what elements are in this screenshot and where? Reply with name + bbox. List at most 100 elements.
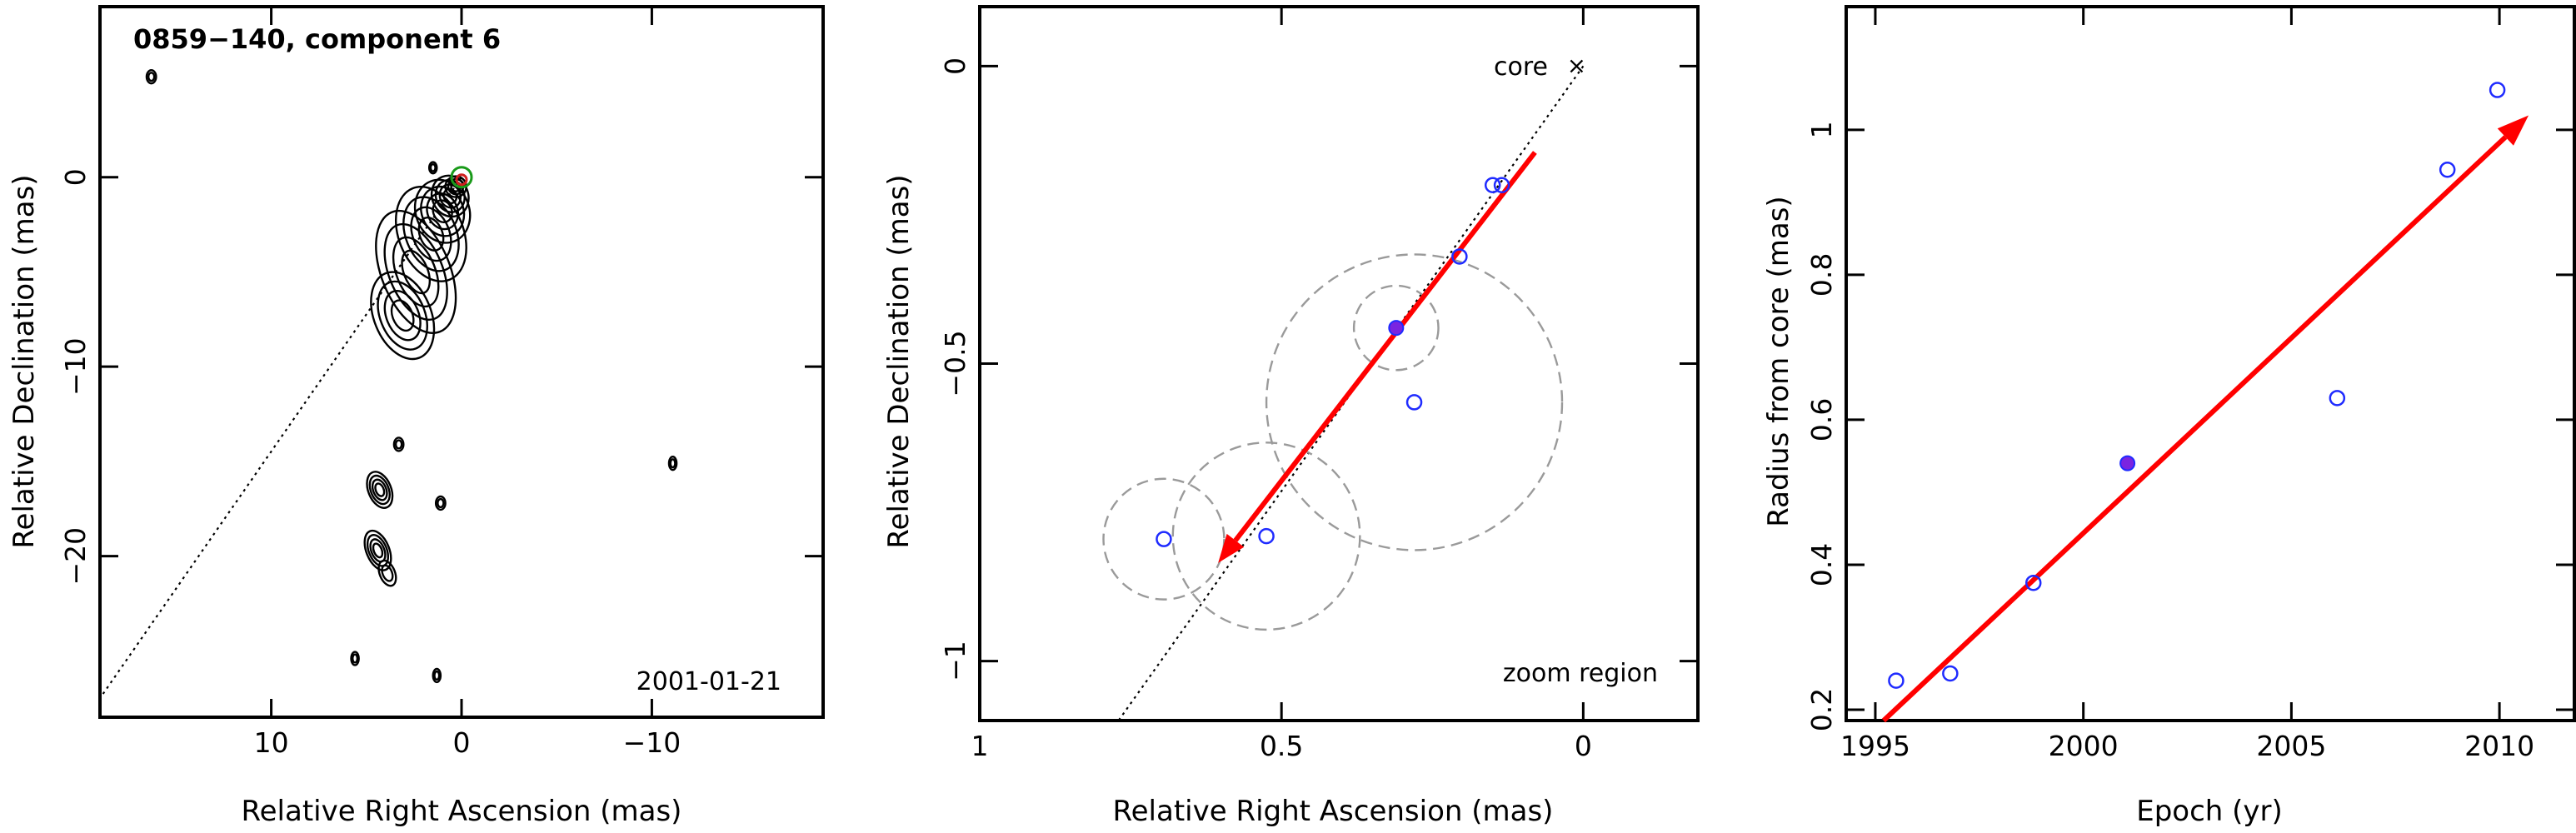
panel-1-plot xyxy=(99,69,678,699)
panel-1-ticks: 10 0 −10 0 −10 −20 xyxy=(59,7,823,759)
panel-2-core-label: core xyxy=(1494,52,1548,82)
panel-1-title: 0859−140, component 6 xyxy=(133,23,501,55)
panel-radius-vs-epoch: 1995 2000 2005 2010 0.2 0.4 0.6 0.8 1 Epoch (yr)… xyxy=(1762,5,2576,828)
contour-line xyxy=(437,497,445,509)
contour-line xyxy=(371,478,388,501)
panel-2-ytick-label: −0.5 xyxy=(939,330,971,397)
panel-1-xlabel: Relative Right Ascension (mas) xyxy=(242,795,682,828)
panel-1-ylabel: Relative Declination (mas) xyxy=(7,174,41,548)
panel-3-ticks: 1995 2000 2005 2010 0.2 0.4 0.6 0.8 1 xyxy=(1805,7,2574,762)
contour-line xyxy=(374,482,386,497)
panel-2-xtick-label: 0.5 xyxy=(1260,730,1303,762)
panel-1-xtick-label: 0 xyxy=(453,726,471,759)
contour-line xyxy=(372,542,384,559)
panel-1-ytick-label: −20 xyxy=(59,527,92,586)
panel-zoom-region: 1 0.5 0 0 −0.5 −1 core zoom region Relative R… xyxy=(882,5,1700,828)
contour-line xyxy=(352,653,359,664)
radius-point xyxy=(2329,390,2346,407)
contour-line xyxy=(147,72,156,82)
error-circle xyxy=(1265,253,1564,551)
component-marker xyxy=(450,166,473,189)
panel-3-ytick-label: 1 xyxy=(1805,121,1838,138)
fit-line xyxy=(1881,135,2508,723)
panel-2-xlabel: Relative Right Ascension (mas) xyxy=(1113,795,1554,828)
contour-line xyxy=(432,667,442,684)
panel-3-ylabel: Radius from core (mas) xyxy=(1762,196,1795,526)
fit-arrowhead xyxy=(2497,115,2529,146)
position-point xyxy=(1484,177,1501,193)
panel-3-xtick-label: 2005 xyxy=(2256,730,2326,762)
contour-line xyxy=(350,651,360,666)
panel-3-xtick-label: 1995 xyxy=(1840,730,1910,762)
panel-3-xtick-label: 2000 xyxy=(2049,730,2119,762)
contour-line xyxy=(363,529,392,571)
position-point xyxy=(1451,248,1468,265)
contour-line xyxy=(667,456,678,471)
contour-line xyxy=(394,439,403,450)
contour-line xyxy=(429,162,437,172)
contour-line xyxy=(145,69,157,85)
position-point xyxy=(1156,531,1172,547)
core-marker xyxy=(455,173,468,187)
contour-line xyxy=(413,178,472,244)
panel-2-ticks: 1 0.5 0 0 −0.5 −1 xyxy=(939,7,1698,762)
panel-3-ytick-label: 0.6 xyxy=(1805,398,1838,441)
error-circle xyxy=(1352,284,1440,372)
panel-2-ytick-label: 0 xyxy=(939,57,971,75)
panel-2-frame xyxy=(978,5,1700,722)
panel-1-frame xyxy=(98,5,825,719)
contour-line xyxy=(366,471,394,509)
panel-2-zoom-label: zoom region xyxy=(1503,659,1658,688)
motion-arrowhead xyxy=(1218,533,1245,563)
contour-line xyxy=(370,271,436,361)
panel-3-ytick-label: 0.4 xyxy=(1805,543,1838,586)
contour-line xyxy=(402,196,460,272)
panel-contour-map: 10 0 −10 0 −10 −20 0859−140, component 6 2001… xyxy=(7,5,825,828)
contour-line xyxy=(433,670,441,681)
contour-line xyxy=(381,564,394,582)
panel-3-xlabel: Epoch (yr) xyxy=(2136,795,2283,828)
radius-point xyxy=(1888,672,1905,689)
panel-2-ylabel: Relative Declination (mas) xyxy=(882,174,916,548)
radius-point xyxy=(2024,574,2042,591)
panel-1-date: 2001-01-21 xyxy=(637,667,781,696)
panel-3-ytick-label: 0.2 xyxy=(1805,688,1838,731)
contour-line xyxy=(375,209,457,334)
jet-direction-line xyxy=(99,177,462,699)
radius-point xyxy=(2489,82,2506,98)
contour-line xyxy=(669,458,676,469)
motion-vector xyxy=(1233,151,1537,542)
error-circle xyxy=(1171,441,1361,631)
contour-line xyxy=(377,559,397,587)
core-x-marker xyxy=(1570,59,1584,73)
contour-line xyxy=(377,280,428,351)
reference-epoch-point xyxy=(1388,320,1405,337)
panel-2-ytick-label: −1 xyxy=(939,641,971,681)
error-circle xyxy=(1102,477,1226,601)
position-point xyxy=(1405,394,1423,411)
contour-line xyxy=(394,186,467,282)
position-point xyxy=(1258,527,1275,545)
contour-line xyxy=(392,436,405,452)
contour-line xyxy=(368,474,391,506)
panel-2-xtick-label: 0 xyxy=(1575,730,1592,762)
panel-1-ytick-label: 0 xyxy=(59,168,92,186)
contour-line xyxy=(410,206,452,262)
contour-line xyxy=(366,534,390,567)
contour-line xyxy=(383,290,422,342)
panel-3-frame xyxy=(1845,5,2576,722)
panel-1-xtick-label: 10 xyxy=(254,726,289,759)
contour-line xyxy=(427,161,438,175)
contour-line xyxy=(390,299,415,332)
panel-3-plot xyxy=(1881,82,2529,723)
panel-1-ytick-label: −10 xyxy=(59,337,92,396)
radius-point xyxy=(2439,162,2456,178)
position-point xyxy=(1493,177,1510,193)
radius-point xyxy=(1942,665,1959,682)
panel-1-xtick-label: −10 xyxy=(623,726,681,759)
contour-line xyxy=(432,199,453,224)
panel-3-ytick-label: 0.8 xyxy=(1805,253,1838,297)
contour-line xyxy=(434,495,447,511)
contour-line xyxy=(417,217,445,252)
